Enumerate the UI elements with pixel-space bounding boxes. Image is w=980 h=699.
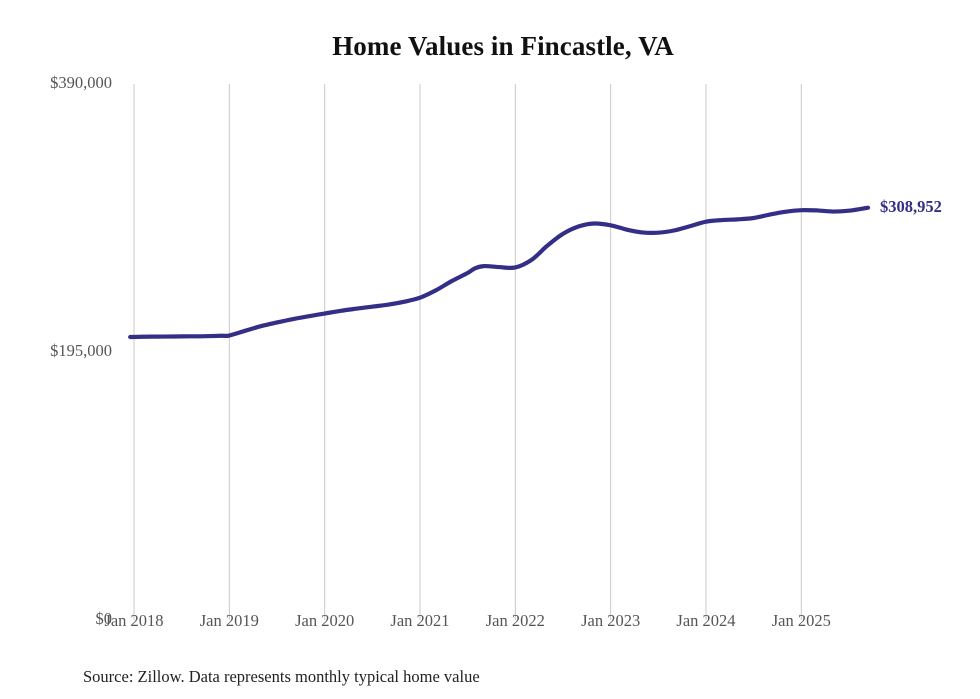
end-point-value-label: $308,952: [880, 196, 942, 216]
y-axis-tick-label: $0: [95, 609, 113, 628]
gridline-group: [133, 84, 802, 620]
x-axis-tick-label: Jan 2020: [295, 611, 355, 630]
y-axis-tick-label: $390,000: [50, 73, 112, 92]
chart-title: Home Values in Fincastle, VA: [332, 31, 674, 61]
x-axis-tick-label: Jan 2023: [581, 611, 641, 630]
x-axis-tick-label: Jan 2021: [390, 611, 450, 630]
x-axis-tick-label: Jan 2022: [485, 611, 545, 630]
x-axis-tick-label: Jan 2024: [676, 611, 736, 630]
x-axis-tick-label: Jan 2018: [104, 611, 164, 630]
y-axis-tick-label: $195,000: [50, 341, 112, 360]
value-line-series: [128, 205, 871, 340]
x-axis-tick-label: Jan 2025: [771, 611, 831, 630]
x-axis-tick-label: Jan 2019: [199, 611, 259, 630]
source-note: Source: Zillow. Data represents monthly …: [83, 667, 480, 686]
